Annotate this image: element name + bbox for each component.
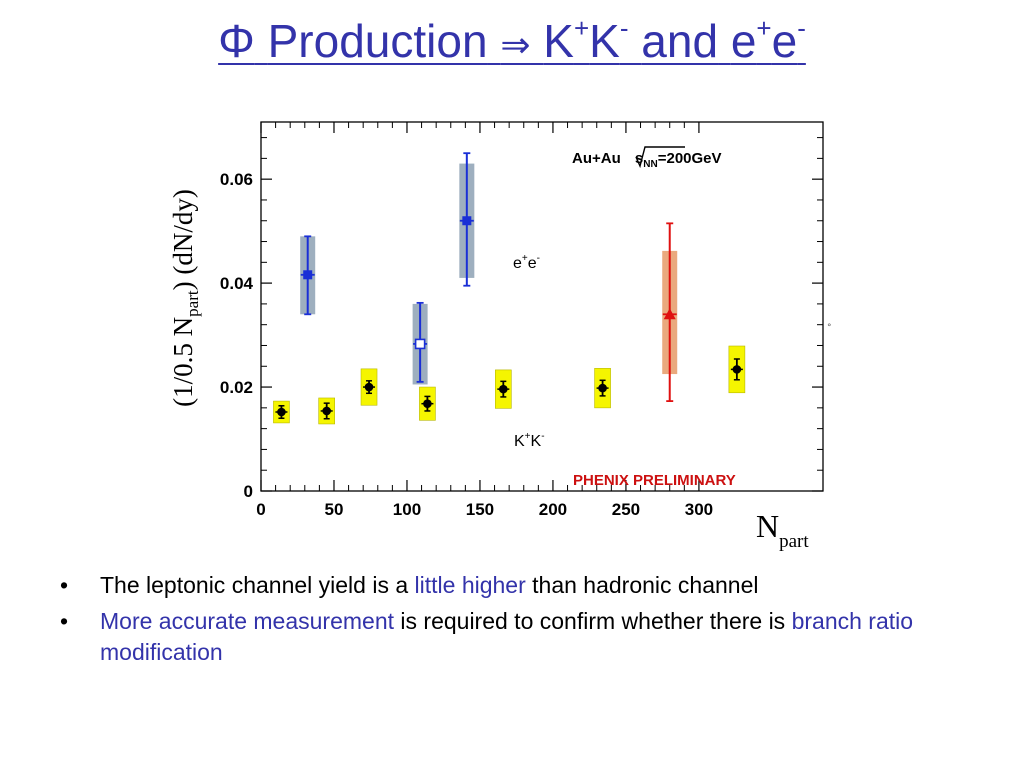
kk-data-point — [598, 383, 607, 393]
bullet-list: • The leptonic channel yield is a little … — [60, 570, 1000, 673]
kk-base1: K — [514, 433, 525, 450]
kk-data-point — [732, 365, 742, 374]
kk-data-point — [423, 399, 432, 408]
ee-data-point — [303, 270, 313, 280]
title-k1-sup: + — [573, 13, 590, 43]
ee-data-point — [462, 216, 472, 226]
x-tick-label: 100 — [393, 500, 421, 519]
ee-data-point-triangle — [663, 308, 676, 320]
bullet-2-highlight-2: branch ratio modification — [100, 608, 914, 665]
title-k1: K — [543, 15, 574, 67]
system-label-sqrt: s — [635, 150, 643, 167]
bullet-2-mid: is required to confirm whether there is — [394, 608, 792, 634]
title-e1: e — [730, 15, 757, 67]
y-axis-label-sub: part — [183, 290, 202, 317]
title-link[interactable]: Φ Production ⇒ K+K- and e+e- — [218, 15, 806, 67]
ee-series-label: e+e- — [513, 253, 540, 272]
system-label-pre: Au+Au — [572, 150, 625, 167]
system-label-sub: NN — [643, 159, 657, 170]
kk-sup1: + — [525, 431, 531, 442]
kk-data-point — [277, 407, 286, 417]
bullet-item-2: • More accurate measurement is required t… — [60, 606, 1000, 668]
title-production: Production — [267, 15, 488, 67]
x-axis-label-main: N — [756, 508, 779, 544]
ee-base1: e — [513, 255, 522, 272]
ee-sup1: + — [522, 253, 528, 264]
ee-sup2: - — [537, 253, 540, 264]
title-and: and — [641, 15, 719, 67]
x-tick-label: 150 — [466, 500, 494, 519]
implies-arrow-icon: ⇒ — [500, 25, 531, 66]
x-tick-label: 50 — [325, 500, 344, 519]
title-e2-sup: - — [797, 13, 806, 43]
y-tick-label: 0.02 — [220, 378, 253, 397]
kk-data-point — [322, 406, 331, 416]
bullet-1-post: than hadronic channel — [525, 572, 759, 598]
y-tick-label: 0.06 — [220, 170, 253, 189]
system-label: Au+Au sNN=200GeV — [572, 150, 722, 170]
title-phi: Φ — [218, 15, 255, 67]
plot-frame — [260, 121, 824, 492]
y-axis-label-post: ) (dN/dy) — [168, 189, 198, 290]
kk-data-point — [364, 382, 374, 392]
title-e1-sup: + — [756, 13, 772, 43]
title-k2-sup: - — [619, 13, 629, 43]
kk-series-label: K+K- — [514, 431, 545, 450]
ee-base2: e — [528, 255, 537, 272]
system-label-post: =200GeV — [658, 150, 722, 167]
ee-data-point-open — [414, 338, 426, 350]
sqrt-sign-icon — [635, 146, 685, 169]
bullet-marker-1: • — [60, 572, 69, 598]
bullet-item-1: • The leptonic channel yield is a little … — [60, 570, 1000, 601]
x-axis-label-sub: part — [779, 531, 809, 552]
bullet-marker-2: • — [60, 608, 69, 634]
bullet-1-pre: The leptonic channel yield is a — [100, 572, 415, 598]
x-tick-label: 250 — [612, 500, 640, 519]
x-tick-label: 0 — [256, 500, 265, 519]
kk-sup2: - — [541, 431, 544, 442]
x-tick-label: 200 — [539, 500, 567, 519]
y-tick-label: 0.04 — [220, 274, 254, 293]
bullet-1-highlight: little higher — [414, 572, 526, 598]
stray-mark: ° — [827, 323, 832, 333]
y-axis-label: (1/0.5 Npart) (dN/dy) — [168, 189, 202, 407]
y-axis-label-pre: (1/0.5 N — [168, 317, 198, 407]
title-e2: e — [771, 15, 798, 67]
kk-base2: K — [531, 433, 542, 450]
preliminary-label: PHENIX PRELIMINARY — [573, 472, 736, 489]
x-tick-label: 300 — [685, 500, 713, 519]
slide-title: Φ Production ⇒ K+K- and e+e- — [0, 14, 1024, 68]
x-axis-label: Npart — [756, 508, 809, 552]
kk-data-point — [499, 384, 508, 394]
title-k2: K — [589, 15, 620, 67]
bullet-2-highlight: More accurate measurement — [100, 608, 395, 634]
y-tick-label: 0 — [244, 482, 253, 501]
